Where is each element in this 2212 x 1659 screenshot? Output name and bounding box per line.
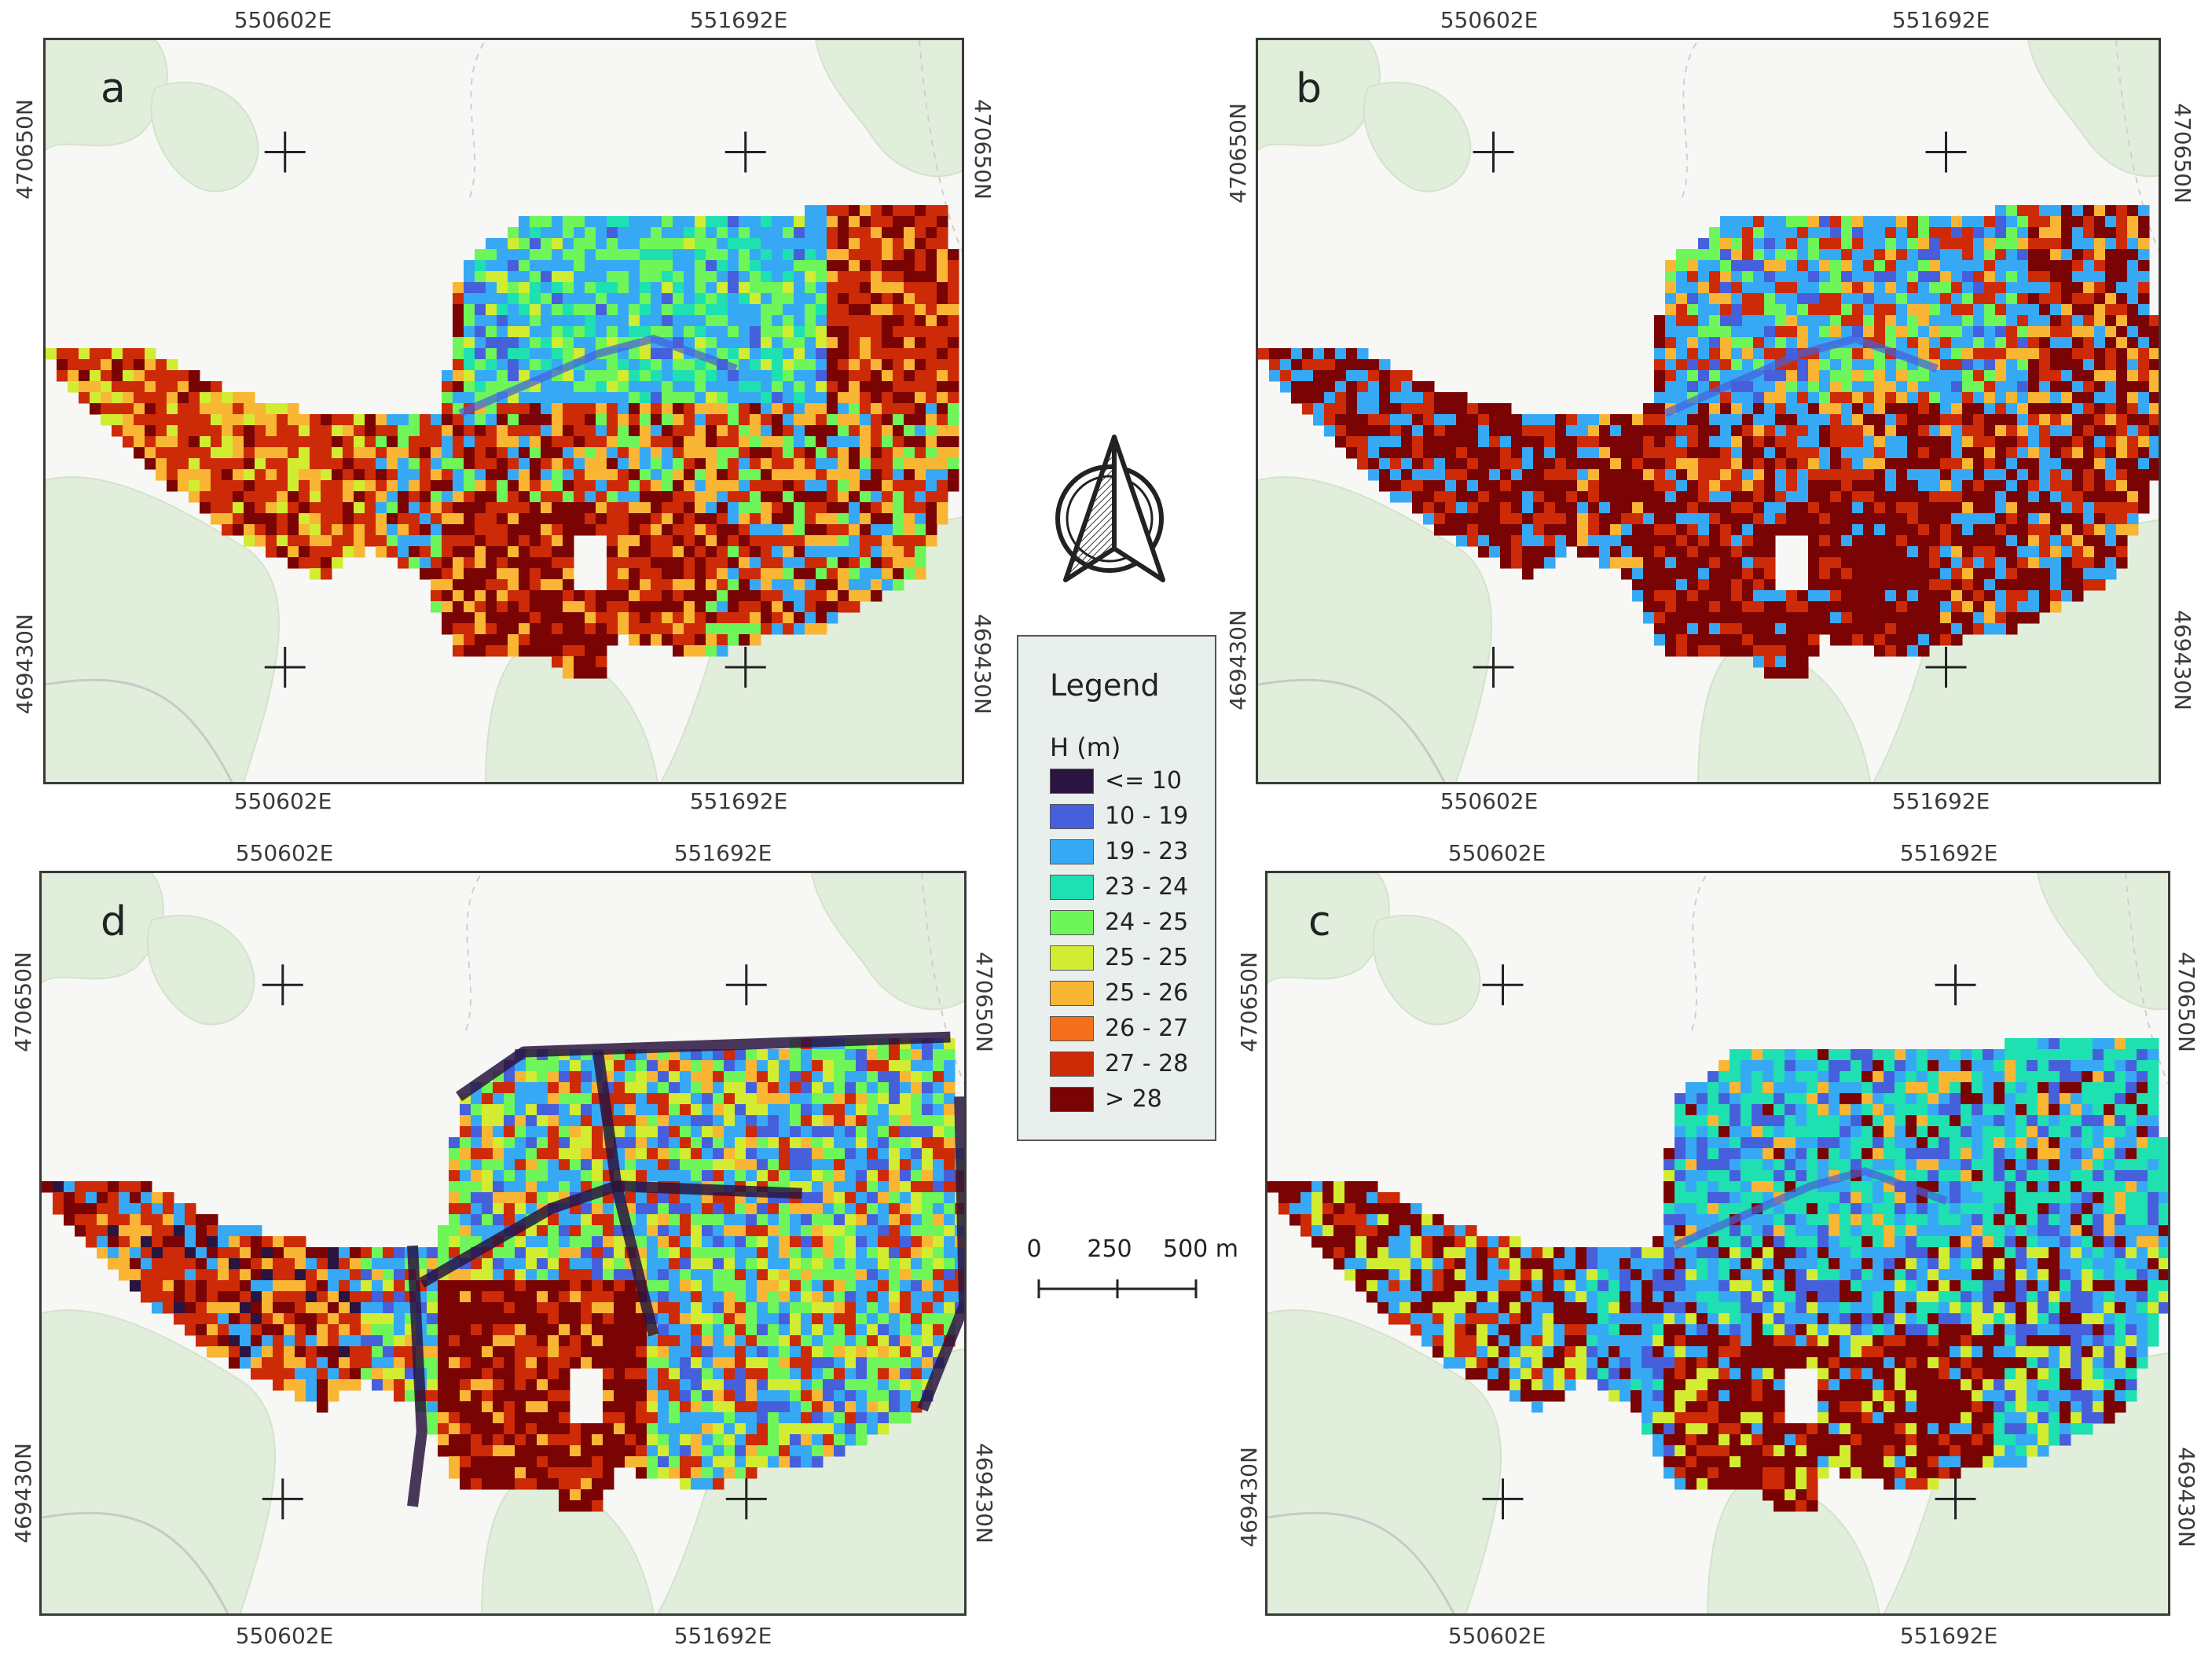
grid-cross-icon — [724, 647, 766, 688]
map-frame-b: b — [1256, 38, 2161, 784]
coord-bottom-right: 551692E — [689, 788, 788, 814]
coord-left-top: 470650N — [1225, 103, 1251, 204]
grid-cross-icon — [725, 964, 767, 1006]
grid-cross-icon — [264, 647, 306, 688]
map-canvas-b — [1258, 40, 2159, 782]
coord-top-left: 550602E — [1440, 7, 1539, 33]
legend-swatch — [1050, 1016, 1094, 1041]
coord-right-bottom: 469430N — [970, 614, 996, 714]
coord-bottom-left: 550602E — [1440, 788, 1539, 814]
scale-label-0: 0 — [1026, 1235, 1042, 1263]
north-arrow-icon — [1055, 435, 1165, 582]
coord-top-left: 550602E — [1447, 840, 1546, 866]
panel-letter-c: c — [1308, 898, 1331, 945]
coord-bottom-right: 551692E — [1891, 788, 1990, 814]
map-panel-a: 550602E 551692E 550602E 551692E 470650N … — [0, 0, 996, 833]
grid-cross-icon — [1473, 131, 1514, 173]
coord-top-right: 551692E — [673, 840, 772, 866]
coord-left-top: 470650N — [10, 952, 36, 1052]
legend-swatch — [1050, 981, 1094, 1006]
legend-swatch — [1050, 945, 1094, 971]
legend-label: 19 - 23 — [1105, 838, 1189, 865]
panel-letter-a: a — [101, 65, 126, 112]
coord-left-bottom: 469430N — [1236, 1447, 1262, 1547]
grid-cross-icon — [724, 131, 766, 173]
legend-swatch — [1050, 769, 1094, 794]
coord-top-left: 550602E — [233, 7, 332, 33]
legend-label: > 28 — [1105, 1085, 1162, 1113]
grid-cross-icon — [1935, 964, 1976, 1006]
legend-label: 27 - 28 — [1105, 1050, 1189, 1077]
coord-bottom-left: 550602E — [233, 788, 332, 814]
legend-label: 23 - 24 — [1105, 873, 1189, 901]
coord-right-bottom: 469430N — [2170, 610, 2195, 710]
map-canvas-d — [42, 873, 964, 1613]
coord-top-right: 551692E — [1891, 7, 1990, 33]
grid-cross-icon — [262, 964, 303, 1006]
coord-top-right: 551692E — [689, 7, 788, 33]
legend-swatch — [1050, 804, 1094, 829]
scale-bar-line — [1037, 1279, 1198, 1298]
legend-swatch — [1050, 1052, 1094, 1077]
scale-bar: 0 250 500 m — [1022, 1235, 1238, 1298]
panel-letter-d: d — [101, 898, 127, 945]
legend-label: 10 - 19 — [1105, 802, 1189, 830]
coord-right-bottom: 469430N — [971, 1443, 997, 1543]
coord-right-top: 470650N — [2173, 952, 2199, 1052]
legend-swatch — [1050, 910, 1094, 935]
legend-subtitle: H (m) — [1050, 732, 1121, 762]
map-panel-c: 550602E 551692E 550602E 551692E 470650N … — [1226, 833, 2212, 1659]
map-canvas-c — [1267, 873, 2168, 1613]
scale-label-500: 500 m — [1162, 1235, 1239, 1263]
coord-right-top: 470650N — [971, 952, 997, 1052]
legend-label: <= 10 — [1105, 767, 1182, 795]
coord-left-top: 470650N — [1236, 952, 1262, 1052]
coord-right-top: 470650N — [970, 99, 996, 200]
map-panel-b: 550602E 551692E 550602E 551692E 470650N … — [1210, 0, 2212, 833]
map-canvas-a — [46, 40, 962, 782]
grid-cross-icon — [1925, 131, 1967, 173]
canopy-height-raster — [42, 1031, 964, 1512]
grid-cross-icon — [725, 1478, 767, 1520]
grid-cross-icon — [1482, 1478, 1524, 1520]
grid-cross-icon — [1482, 964, 1524, 1006]
grid-cross-icon — [264, 131, 306, 173]
coord-left-bottom: 469430N — [1225, 610, 1251, 710]
coord-bottom-left: 550602E — [1447, 1623, 1546, 1649]
coord-top-left: 550602E — [235, 840, 334, 866]
canopy-height-raster — [46, 205, 959, 679]
legend-swatch — [1050, 875, 1094, 900]
legend-label: 24 - 25 — [1105, 908, 1189, 936]
coord-top-right: 551692E — [1899, 840, 1998, 866]
legend-swatch — [1050, 1087, 1094, 1112]
canopy-height-raster — [1267, 1038, 2168, 1512]
legend-label: 25 - 26 — [1105, 979, 1189, 1007]
coord-bottom-right: 551692E — [673, 1623, 772, 1649]
coord-bottom-right: 551692E — [1899, 1623, 1998, 1649]
map-frame-a: a — [43, 38, 964, 784]
north-arrow — [1051, 431, 1177, 591]
legend-label: 25 - 25 — [1105, 944, 1189, 971]
legend-label: 26 - 27 — [1105, 1015, 1189, 1042]
panel-letter-b: b — [1296, 65, 1322, 112]
map-panel-d: 550602E 551692E 550602E 551692E 470650N … — [0, 833, 997, 1659]
legend-swatch — [1050, 839, 1094, 864]
grid-cross-icon — [1925, 647, 1967, 688]
legend: Legend H (m) <= 10 10 - 19 19 - 23 23 - … — [1017, 635, 1216, 1141]
grid-cross-icon — [1473, 647, 1514, 688]
map-frame-d: d — [39, 871, 967, 1616]
grid-cross-icon — [1935, 1478, 1976, 1520]
coord-right-top: 470650N — [2170, 103, 2195, 204]
canopy-height-raster — [1258, 205, 2159, 679]
scale-label-250: 250 — [1087, 1235, 1132, 1263]
grid-cross-icon — [262, 1478, 303, 1520]
coord-left-bottom: 469430N — [10, 1443, 36, 1543]
map-frame-c: c — [1265, 871, 2170, 1616]
coord-left-bottom: 469430N — [12, 614, 38, 714]
coord-right-bottom: 469430N — [2173, 1447, 2199, 1547]
coord-bottom-left: 550602E — [235, 1623, 334, 1649]
coord-left-top: 470650N — [12, 99, 38, 200]
legend-title: Legend — [1050, 668, 1160, 703]
